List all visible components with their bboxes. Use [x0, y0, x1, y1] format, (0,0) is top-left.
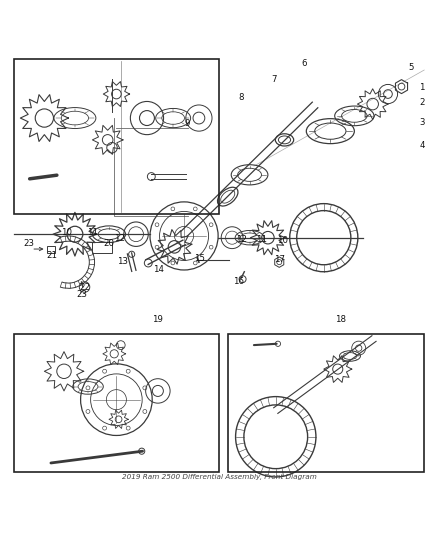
Text: 19: 19: [152, 315, 162, 324]
Text: 7: 7: [271, 75, 276, 84]
Bar: [46, 246, 55, 253]
Text: 17: 17: [274, 255, 285, 264]
Text: 20: 20: [103, 239, 114, 248]
Text: 23: 23: [24, 239, 35, 248]
Text: 1: 1: [419, 83, 425, 92]
Bar: [228, 334, 424, 472]
Text: 8: 8: [238, 93, 244, 102]
Bar: [14, 59, 219, 214]
FancyArrowPatch shape: [30, 175, 57, 179]
Text: 9: 9: [185, 119, 190, 128]
Bar: [92, 241, 112, 253]
Text: 5: 5: [408, 63, 414, 72]
Text: 14: 14: [153, 265, 164, 274]
Text: 4: 4: [419, 141, 425, 150]
Text: 12: 12: [236, 235, 247, 244]
Text: 22: 22: [79, 283, 90, 292]
Text: 23: 23: [76, 290, 88, 299]
Text: 21: 21: [47, 251, 58, 260]
Text: 2019 Ram 2500 Differential Assembly, Front Diagram: 2019 Ram 2500 Differential Assembly, Fro…: [122, 474, 316, 480]
Text: 3: 3: [419, 118, 425, 127]
Text: 11: 11: [87, 228, 98, 237]
Text: 6: 6: [301, 59, 307, 68]
Text: 16: 16: [233, 277, 244, 286]
Text: 11: 11: [256, 235, 267, 244]
Text: 10: 10: [277, 236, 288, 245]
Text: 10: 10: [61, 228, 72, 237]
Bar: [14, 334, 219, 472]
Text: 15: 15: [194, 254, 205, 263]
Text: 2: 2: [419, 98, 425, 107]
Text: 13: 13: [117, 257, 127, 266]
Text: 18: 18: [335, 315, 346, 324]
Text: 12: 12: [114, 233, 125, 243]
